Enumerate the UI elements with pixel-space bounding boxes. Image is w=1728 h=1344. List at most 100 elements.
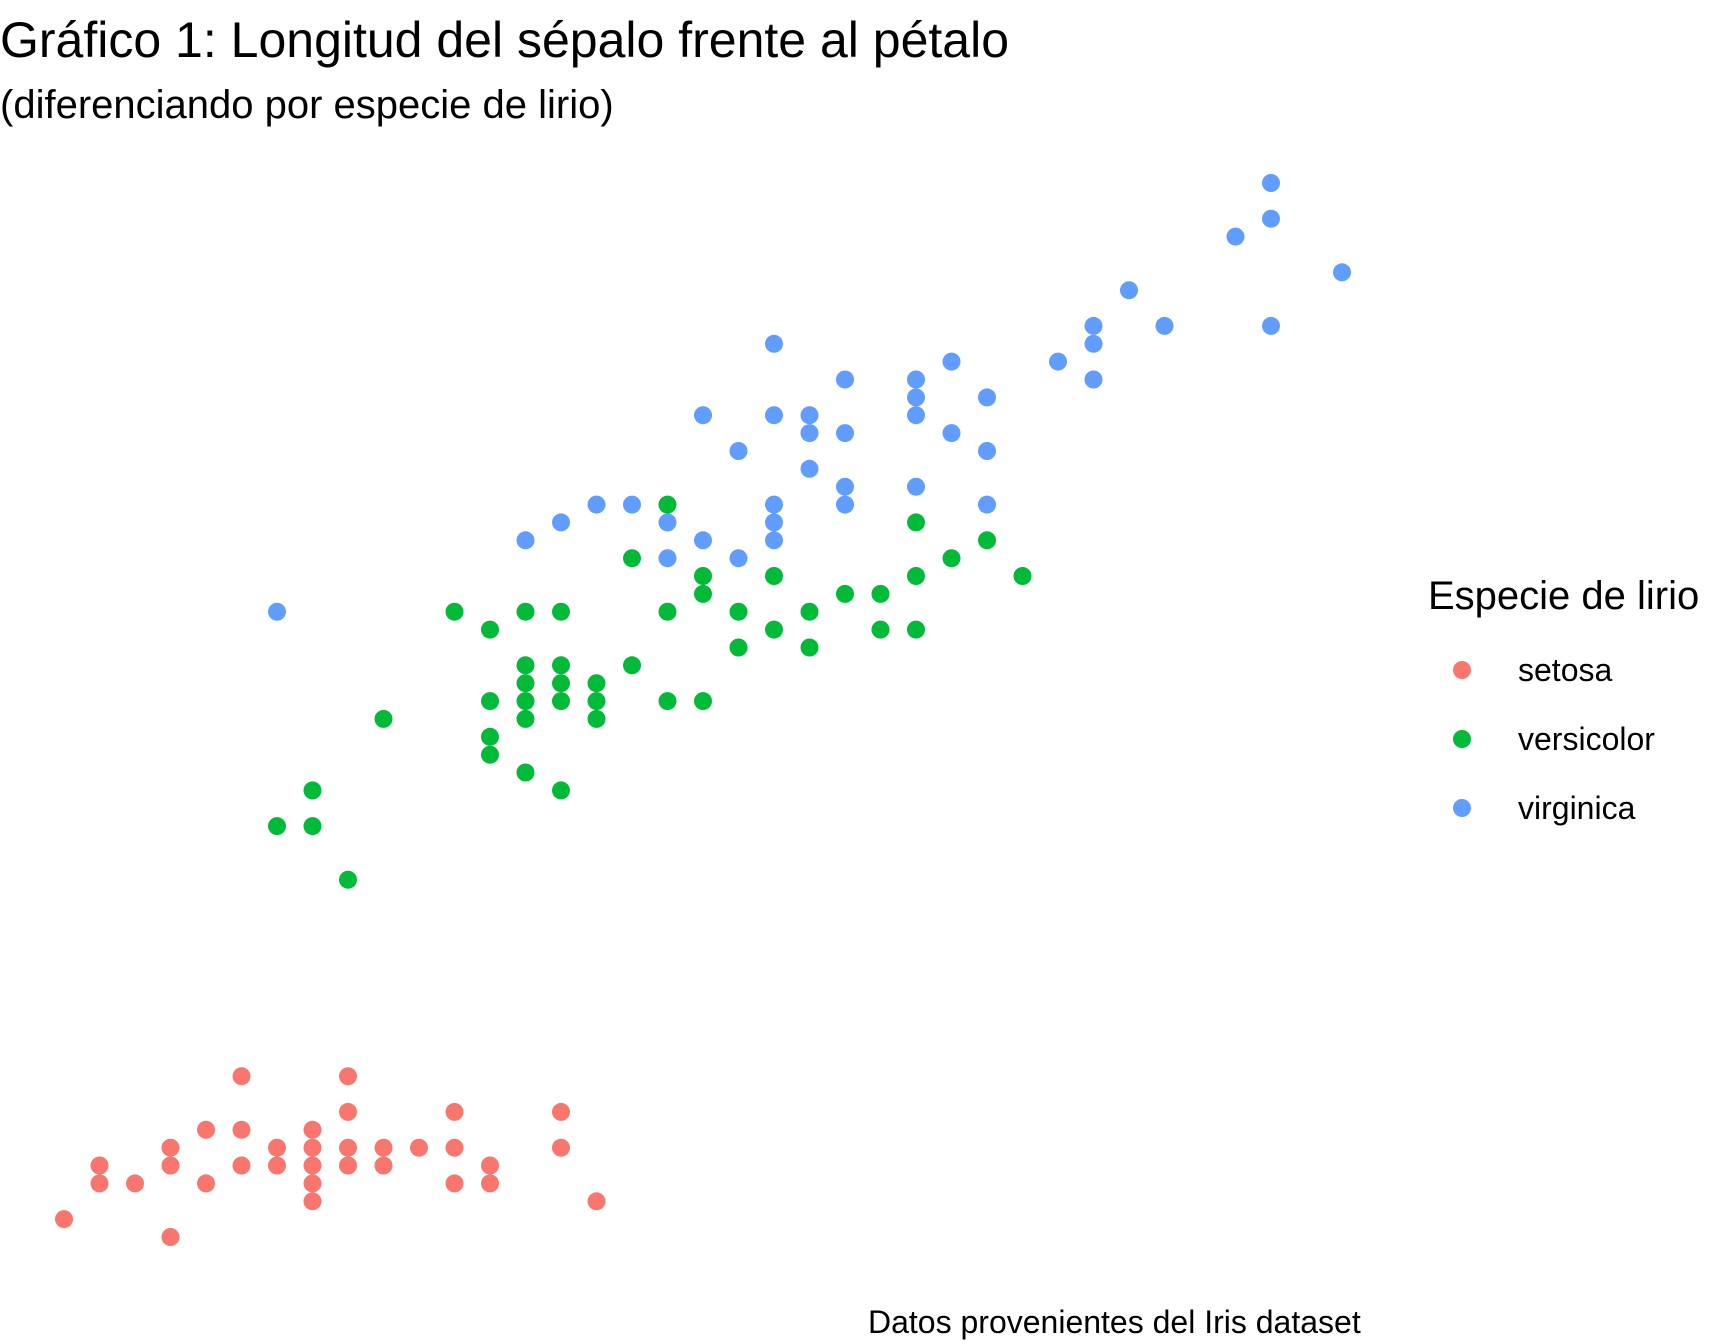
data-point-versicolor-24 [623, 549, 641, 568]
data-point-versicolor-33 [729, 638, 748, 657]
data-point-setosa-18 [303, 1120, 322, 1139]
data-point-setosa-15 [303, 1174, 322, 1193]
data-point-setosa-3 [126, 1174, 144, 1193]
data-point-virginica-9 [729, 442, 748, 460]
data-point-versicolor-44 [942, 549, 961, 568]
data-point-virginica-41 [1262, 316, 1280, 335]
data-point-virginica-25 [907, 406, 925, 425]
chart-title: Gráfico 1: Longitud del sépalo frente al… [0, 12, 1010, 68]
legend-swatch-virginica [1453, 799, 1471, 817]
data-point-setosa-16 [303, 1156, 322, 1175]
data-point-setosa-9 [232, 1067, 251, 1086]
data-point-virginica-13 [765, 495, 783, 514]
data-point-virginica-34 [1084, 334, 1103, 353]
legend-title: Especie de lirio [1428, 574, 1700, 618]
data-point-versicolor-6 [481, 620, 499, 639]
legend-label-versicolor: versicolor [1518, 721, 1655, 757]
data-point-virginica-37 [1155, 316, 1174, 335]
data-point-versicolor-42 [907, 567, 925, 585]
data-point-versicolor-23 [587, 709, 606, 728]
data-point-versicolor-35 [765, 620, 783, 639]
data-point-setosa-30 [481, 1174, 499, 1193]
data-point-versicolor-25 [623, 656, 641, 675]
data-point-versicolor-43 [907, 620, 925, 639]
data-point-virginica-36 [1120, 281, 1138, 300]
data-point-setosa-32 [552, 1138, 570, 1157]
data-point-setosa-11 [232, 1156, 251, 1175]
data-point-versicolor-27 [658, 602, 677, 621]
data-point-virginica-10 [729, 549, 748, 568]
data-point-virginica-6 [658, 549, 677, 568]
data-point-virginica-31 [978, 495, 996, 514]
data-point-setosa-21 [339, 1138, 357, 1157]
data-point-versicolor-41 [907, 513, 925, 532]
data-point-setosa-8 [197, 1120, 215, 1139]
data-point-setosa-33 [587, 1192, 606, 1211]
data-point-versicolor-14 [516, 709, 535, 728]
data-point-virginica-28 [942, 424, 961, 443]
data-point-versicolor-30 [694, 584, 712, 603]
data-point-virginica-3 [587, 495, 606, 514]
data-point-versicolor-32 [729, 602, 748, 621]
data-point-setosa-22 [339, 1156, 357, 1175]
data-point-versicolor-37 [800, 638, 819, 657]
data-point-setosa-5 [161, 1156, 180, 1175]
data-point-virginica-40 [1262, 209, 1280, 228]
data-point-virginica-5 [658, 513, 677, 532]
data-point-versicolor-34 [765, 567, 783, 585]
data-point-virginica-21 [836, 477, 854, 496]
legend-item-versicolor: versicolor [1428, 705, 1728, 774]
data-point-virginica-14 [765, 513, 783, 532]
data-point-virginica-32 [1049, 352, 1067, 371]
legend-label-setosa: setosa [1518, 652, 1613, 688]
data-point-versicolor-2 [303, 781, 322, 800]
data-point-versicolor-39 [871, 584, 890, 603]
data-point-versicolor-31 [694, 692, 712, 711]
data-point-setosa-13 [268, 1156, 286, 1175]
data-point-versicolor-28 [658, 692, 677, 711]
data-point-versicolor-21 [587, 674, 606, 693]
data-point-versicolor-1 [303, 817, 322, 836]
data-point-versicolor-18 [552, 674, 570, 693]
legend: Especie de lirio setosa versicolor virgi… [1428, 570, 1728, 843]
data-point-versicolor-16 [552, 602, 570, 621]
data-point-versicolor-26 [658, 495, 677, 514]
data-point-virginica-23 [907, 370, 925, 389]
data-point-versicolor-5 [445, 602, 464, 621]
data-point-versicolor-10 [516, 602, 535, 621]
data-point-virginica-24 [907, 388, 925, 407]
data-point-setosa-14 [303, 1192, 322, 1211]
data-point-setosa-25 [410, 1138, 428, 1157]
data-point-virginica-8 [694, 531, 712, 550]
data-point-virginica-22 [836, 495, 854, 514]
data-point-setosa-31 [552, 1102, 570, 1121]
data-point-versicolor-9 [481, 745, 499, 764]
data-point-virginica-18 [800, 459, 819, 478]
data-point-virginica-42 [1333, 263, 1351, 282]
data-point-virginica-2 [552, 513, 570, 532]
data-point-versicolor-12 [516, 674, 535, 693]
data-point-virginica-7 [694, 406, 712, 425]
data-point-versicolor-38 [836, 584, 854, 603]
data-point-versicolor-40 [871, 620, 890, 639]
data-point-setosa-4 [161, 1228, 180, 1246]
data-point-setosa-28 [445, 1174, 464, 1193]
data-point-virginica-29 [978, 388, 996, 407]
data-point-setosa-12 [268, 1138, 286, 1157]
data-point-virginica-27 [942, 352, 961, 371]
data-point-virginica-38 [1226, 227, 1245, 246]
data-point-versicolor-20 [552, 781, 570, 800]
chart-subtitle: (diferenciando por especie de lirio) [0, 83, 614, 127]
data-point-setosa-23 [374, 1138, 393, 1157]
data-point-virginica-16 [800, 406, 819, 425]
data-point-versicolor-4 [374, 709, 393, 728]
data-point-versicolor-36 [800, 602, 819, 621]
data-point-virginica-17 [800, 424, 819, 443]
data-point-virginica-0 [268, 602, 286, 621]
data-point-virginica-35 [1084, 370, 1103, 389]
legend-label-virginica: virginica [1518, 790, 1636, 826]
data-point-versicolor-8 [481, 727, 499, 746]
chart-caption: Datos provenientes del Iris dataset [868, 1304, 1361, 1340]
data-point-virginica-15 [765, 531, 783, 550]
